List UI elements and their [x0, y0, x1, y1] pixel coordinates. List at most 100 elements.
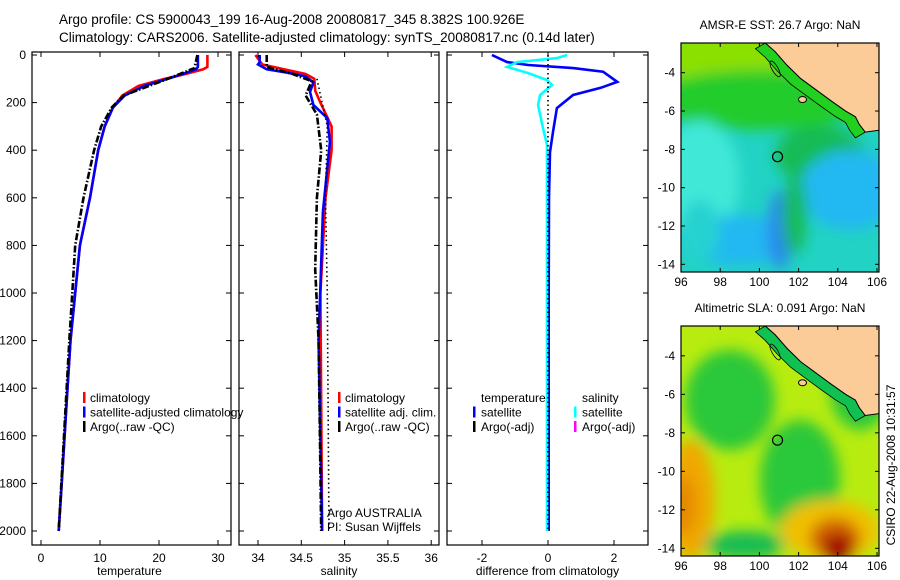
y-tick-label: -8 — [664, 142, 675, 156]
credit-label: CSIRO 22-Aug-2008 10:31:57 — [884, 384, 898, 545]
legend-item: Argo(-adj) — [481, 420, 534, 434]
y-tick-label: -6 — [664, 387, 675, 401]
figure-title-line2: Climatology: CARS2006. Satellite-adjuste… — [59, 30, 595, 45]
axes-frame — [31, 51, 232, 546]
x-tick-label: 0 — [545, 551, 552, 565]
axes-frame — [238, 51, 440, 546]
y-tick-label: -14 — [658, 257, 676, 271]
x-tick-label: 34.5 — [290, 551, 314, 565]
y-tick-label: 2000 — [0, 524, 26, 538]
y-tick-label: 1000 — [0, 286, 26, 300]
series-line-argo-raw — [316, 78, 330, 532]
y-tick-label: 1800 — [0, 476, 26, 490]
legend-swatch — [338, 421, 341, 432]
legend-heading: temperature — [481, 391, 546, 405]
x-tick-label: -2 — [477, 551, 488, 565]
y-tick-label: -4 — [664, 66, 675, 80]
y-tick-label: 1600 — [0, 429, 26, 443]
map-field-patch — [685, 350, 775, 450]
x-tick-label: 98 — [714, 559, 728, 573]
argo-location-marker — [771, 151, 784, 163]
x-axis-label: difference from climatology — [476, 564, 619, 578]
map-field-patch — [800, 150, 879, 230]
x-tick-label: 104 — [828, 275, 848, 289]
legend-swatch — [473, 406, 476, 418]
x-tick-label: 102 — [789, 559, 809, 573]
series-line-argo-raw-qc- — [265, 55, 323, 532]
map-field-patch — [822, 534, 854, 556]
y-tick-label: -4 — [664, 349, 675, 363]
legend-item: satellite — [582, 406, 623, 420]
y-tick-label: 1200 — [0, 334, 26, 348]
legend-swatch — [338, 392, 341, 403]
y-tick-label: -6 — [664, 104, 675, 118]
series-line-satellite-adj-clim- — [256, 55, 332, 532]
y-tick-label: 600 — [6, 191, 26, 205]
x-tick-label: 102 — [789, 275, 809, 289]
legend-heading: salinity — [582, 391, 619, 405]
series-line-satellite-adjusted-climatology — [57, 55, 200, 532]
legend-item: Argo(..raw -QC) — [345, 420, 430, 434]
legend-item: climatology — [345, 391, 405, 405]
x-tick-label: 2 — [611, 551, 618, 565]
legend-item: climatology — [90, 391, 150, 405]
pi-annotation: PI: Susan Wijffels — [327, 520, 421, 534]
legend-item: satellite — [481, 406, 522, 420]
x-tick-label: 98 — [714, 275, 728, 289]
x-tick-label: 100 — [749, 275, 769, 289]
x-axis-label: temperature — [97, 564, 162, 578]
x-tick-label: 104 — [828, 559, 848, 573]
map-title: Altimetric SLA: 0.091 Argo: NaN — [695, 301, 866, 315]
figure-title-line1: Argo profile: CS 5900043_199 16-Aug-2008… — [59, 12, 524, 27]
x-tick-label: 106 — [867, 559, 887, 573]
pi-annotation: Argo AUSTRALIA — [327, 506, 422, 520]
x-tick-label: 30 — [211, 551, 225, 565]
map-field-patch — [705, 531, 785, 556]
island — [769, 60, 781, 78]
sst-map: AMSR-E SST: 26.7 Argo: NaN 96 98 100 102 104 1… — [658, 18, 888, 289]
legend-swatch — [574, 406, 577, 418]
x-tick-label: 96 — [674, 275, 688, 289]
x-tick-label: 10 — [93, 551, 107, 565]
series-line-argo-raw-qc- — [57, 54, 199, 532]
y-tick-label: -12 — [658, 503, 676, 517]
series-line-climatology — [57, 55, 209, 532]
x-tick-label: 34 — [251, 551, 265, 565]
y-tick-label: 800 — [6, 238, 26, 252]
island — [798, 379, 808, 387]
series-line-salinity-satellite — [503, 53, 568, 531]
y-tick-label: -12 — [658, 219, 676, 233]
map-field-patch — [681, 200, 720, 260]
y-tick-label: -8 — [664, 426, 675, 440]
argo-location-marker — [771, 434, 784, 446]
legend-swatch — [83, 421, 86, 432]
series-line-climatology — [254, 54, 333, 532]
x-tick-label: 35.5 — [376, 551, 400, 565]
y-tick-label: -10 — [658, 181, 676, 195]
profile-panel-2: 34 34.5 35 35.5 36 salinity climatologysatelli… — [238, 51, 440, 578]
map-field-patch — [783, 175, 807, 255]
profile-panel-1: 0 10 20 30 0 200 400 600 800 1000 1200 1400 1600 1800… — [0, 48, 243, 578]
x-tick-label: 100 — [749, 559, 769, 573]
island — [769, 343, 781, 361]
legend-swatch — [574, 421, 577, 432]
y-tick-label: 400 — [6, 143, 26, 157]
legend-item: Argo(..raw -QC) — [90, 420, 175, 434]
y-tick-label: -14 — [658, 541, 676, 555]
y-tick-label: 0 — [19, 48, 26, 62]
legend-item: satellite-adjusted climatology — [90, 406, 243, 420]
map-title: AMSR-E SST: 26.7 Argo: NaN — [700, 18, 861, 32]
x-axis-label: salinity — [321, 564, 358, 578]
y-tick-label: 1400 — [0, 381, 26, 395]
legend-swatch — [83, 392, 86, 403]
y-tick-label: -10 — [658, 464, 676, 478]
island — [798, 96, 808, 104]
series-line-temperature-satellite — [491, 53, 621, 531]
x-tick-label: 96 — [674, 559, 688, 573]
sla-map: Altimetric SLA: 0.091 Argo: NaN 96 98 100 10… — [658, 301, 888, 573]
map-frame — [680, 42, 880, 273]
y-tick-label: 200 — [6, 96, 26, 110]
map-frame — [680, 325, 880, 557]
